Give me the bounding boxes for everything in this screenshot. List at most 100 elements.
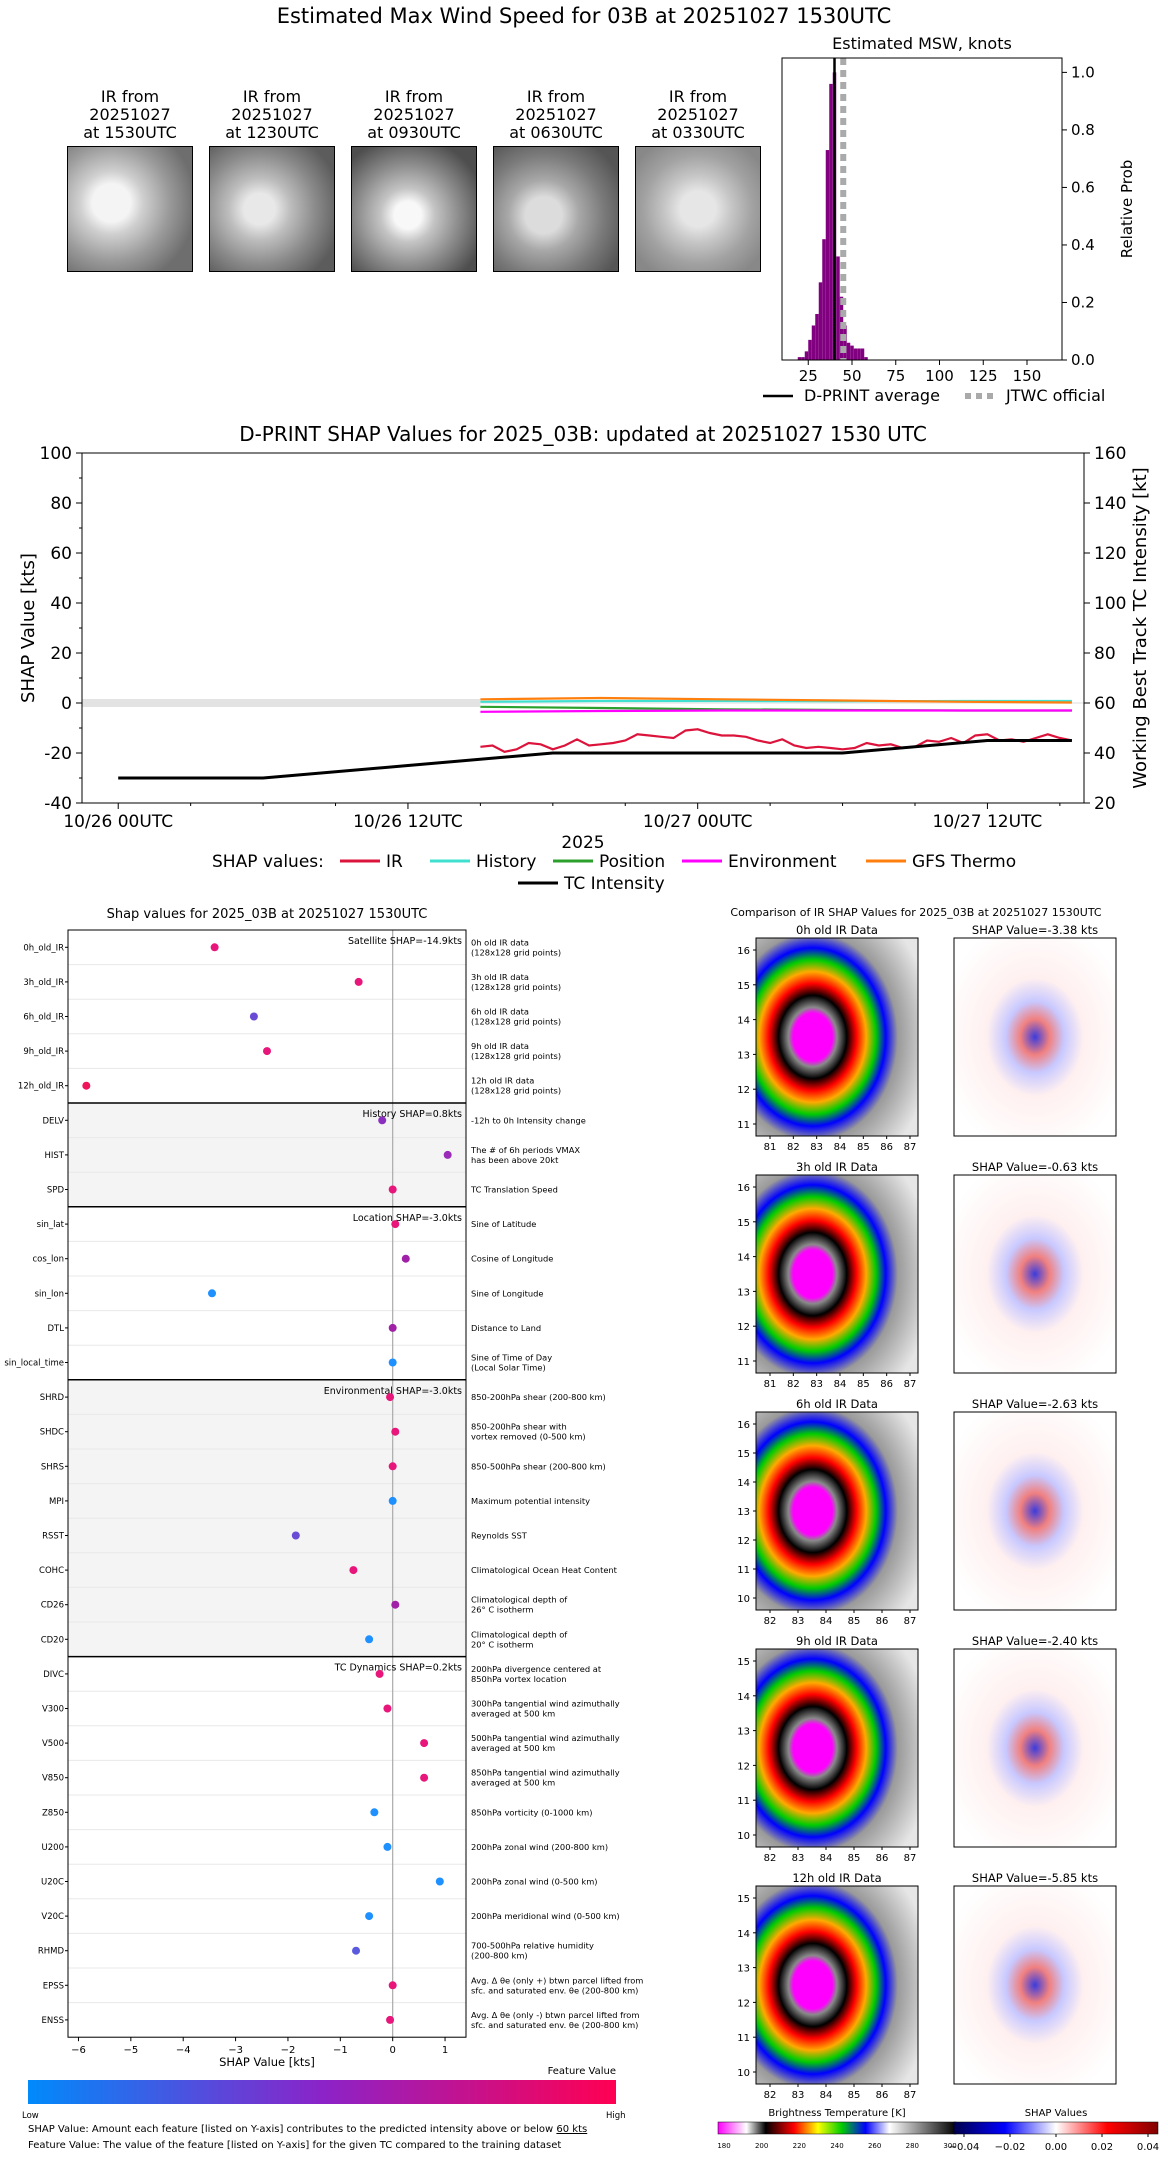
feature-description: (200-800 km): [471, 1951, 528, 1961]
shap-colorbar-tick: −0.04: [949, 2142, 980, 2153]
feature-shap-point: [388, 1981, 397, 1990]
group-label: Location SHAP=-3.0kts: [353, 1213, 462, 1224]
y2-tick-label: 160: [1094, 444, 1126, 464]
x-tick-label: −6: [71, 2045, 86, 2056]
feature-name-label: Z850: [42, 1808, 64, 1818]
histogram-bar: [808, 339, 812, 360]
y-tick-label: 0: [61, 694, 72, 714]
colorbar-title: Feature Value: [548, 2066, 616, 2077]
histogram-bar: [843, 325, 847, 360]
histogram-bar: [801, 357, 805, 360]
ir-panel-image: [755, 1885, 919, 2085]
feature-description: 12h old IR data: [471, 1076, 534, 1086]
y-tick-label: 15: [737, 1894, 750, 1905]
shap-colorbar-title: SHAP Values: [1025, 2108, 1088, 2119]
thumbnail-label: IR from 20251027 at 1530UTC: [83, 87, 177, 142]
feature-shap-point: [443, 1150, 452, 1159]
group-shading: [68, 1103, 466, 1207]
x-tick-label: 1: [442, 2045, 448, 2056]
feature-description: Climatological depth of: [471, 1629, 568, 1639]
thumbnail-label: IR from 20251027 at 0330UTC: [651, 87, 745, 142]
ir-panel-title: 9h old IR Data: [796, 1634, 878, 1648]
shap-colorbar: [953, 2121, 1159, 2135]
feature-shap-point: [388, 1496, 397, 1505]
group-label: Environmental SHAP=-3.0kts: [324, 1386, 462, 1397]
feature-shap-point: [378, 1116, 387, 1125]
x-tick-label: 82: [764, 1853, 777, 1864]
feature-name-label: MPI: [49, 1497, 64, 1507]
y2-tick-label: 80: [1094, 644, 1116, 664]
y-tick-label: 13: [737, 1507, 750, 1518]
feature-description: has been above 20kt: [471, 1155, 559, 1165]
series-line-ir: [480, 728, 1073, 753]
group-label: TC Dynamics SHAP=0.2kts: [334, 1663, 462, 1674]
feature-name-label: CD26: [41, 1601, 64, 1611]
x-tick-label: 50: [842, 367, 861, 385]
feature-name-label: V850: [42, 1774, 64, 1784]
histogram-bar: [822, 239, 826, 360]
legend-label-tc-intensity: TC Intensity: [563, 874, 665, 894]
feature-name-label: SHDC: [40, 1428, 64, 1438]
timeseries-axes-frame: [81, 452, 1085, 804]
feature-name-label: 12h_old_IR: [18, 1082, 64, 1092]
x-tick-label: 100: [925, 367, 954, 385]
msw-histogram-chart: Estimated MSW, knots 25 50 75 100 125 150 0.0 0.…: [763, 34, 1136, 405]
group-label: Satellite SHAP=-14.9kts: [348, 936, 462, 947]
x-tick-label: 81: [764, 1142, 777, 1153]
y-tick-label: 14: [737, 1016, 750, 1027]
footnote-shap-value: SHAP Value: Amount each feature [listed …: [28, 2124, 588, 2135]
shap-panel-title: SHAP Value=-0.63 kts: [972, 1160, 1098, 1174]
shap-colorbar-tick: 0.04: [1137, 2142, 1159, 2153]
y-tick-label: 12: [737, 1322, 750, 1333]
histogram-title: Estimated MSW, knots: [832, 34, 1012, 53]
comparison-title: Comparison of IR SHAP Values for 2025_03…: [730, 906, 1101, 919]
y2-tick-label: 100: [1094, 594, 1126, 614]
ir-thumbnail-image: [635, 146, 761, 272]
y-tick-label: 14: [737, 1692, 750, 1703]
y-axis-label: SHAP Value [kts]: [18, 553, 39, 703]
y-tick-label: 14: [737, 1478, 750, 1489]
feature-shap-point: [354, 977, 363, 986]
feature-description: vortex removed (0-500 km): [471, 1432, 586, 1442]
y-tick-label: 16: [737, 946, 750, 957]
feature-shap-point: [391, 1600, 400, 1609]
thumbnail: IR from 20251027 at 0330UTC: [632, 88, 764, 272]
shap-colorbar-tick: 0.00: [1045, 2142, 1067, 2153]
y2-tick-label: 40: [1094, 744, 1116, 764]
y-axis-label: Relative Prob: [1118, 160, 1136, 259]
shap-panel-title: SHAP Value=-3.38 kts: [972, 923, 1098, 937]
x-tick-label: 85: [848, 1853, 861, 1864]
feature-description: Avg. Δ θe (only -) btwn parcel lifted fr…: [471, 2010, 639, 2020]
x-axis-label: SHAP Value [kts]: [219, 2055, 315, 2069]
y-tick-label: 16: [737, 1420, 750, 1431]
shap-panel-image: [953, 1411, 1117, 1611]
y-tick-label: 80: [50, 494, 72, 514]
y-tick-label: 13: [737, 1727, 750, 1738]
colorbar-low-label: Low: [22, 2111, 39, 2121]
y-tick-label: 15: [737, 1218, 750, 1229]
feature-name-label: cos_lon: [32, 1255, 64, 1265]
ir-shap-comparison-panels: Comparison of IR SHAP Values for 2025_03…: [717, 906, 1159, 2153]
feature-description: Sine of Longitude: [471, 1288, 543, 1298]
y-tick-label: 15: [737, 981, 750, 992]
y2-tick-label: 60: [1094, 694, 1116, 714]
x-tick-label: 84: [834, 1142, 847, 1153]
feature-name-label: sin_lat: [37, 1220, 65, 1230]
feature-name-label: V300: [42, 1705, 64, 1715]
feature-name-label: DTL: [48, 1324, 65, 1334]
timeseries-title: D-PRINT SHAP Values for 2025_03B: update…: [239, 422, 927, 446]
y2-tick-label: 20: [1094, 794, 1116, 814]
y-tick-label: 0.0: [1071, 351, 1095, 369]
x-tick-label: 86: [880, 1379, 893, 1390]
shap-timeseries-chart: D-PRINT SHAP Values for 2025_03B: update…: [18, 422, 1151, 894]
bt-colorbar-tick: 300: [943, 2142, 956, 2150]
histogram-bar: [846, 342, 851, 360]
feature-shap-point: [365, 1912, 374, 1921]
feature-shap-point: [435, 1877, 444, 1886]
y-tick-label: 15: [737, 1449, 750, 1460]
ir-thumbnail-image: [67, 146, 193, 272]
y-tick-label: 10: [737, 2068, 750, 2079]
legend-jtwc-label: JTWC official: [1005, 386, 1105, 405]
x-tick-label: 87: [904, 1616, 917, 1627]
y-tick-label: 11: [737, 1357, 750, 1368]
